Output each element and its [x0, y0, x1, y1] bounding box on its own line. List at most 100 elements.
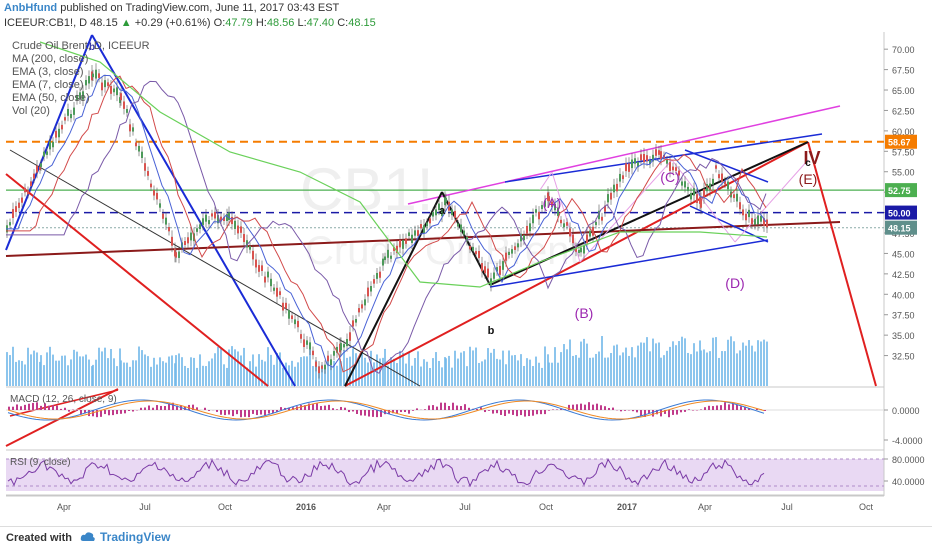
candle-body	[718, 174, 720, 178]
volume-bar	[396, 363, 398, 386]
publish-info: published on TradingView.com, June 11, 2…	[60, 2, 339, 14]
volume-bar	[663, 355, 665, 386]
volume-bar	[208, 361, 210, 386]
candle-body	[578, 250, 580, 253]
volume-bar	[306, 356, 308, 386]
author-link[interactable]: AnbHfund	[4, 2, 57, 14]
legend-ema3[interactable]: EMA (3, close)	[12, 66, 150, 79]
tradingview-logo[interactable]: TradingView	[80, 530, 170, 544]
candle-body	[687, 187, 689, 191]
macd-hist-bar	[216, 410, 218, 412]
macd-hist-bar	[76, 410, 78, 411]
macd-hist-bar	[620, 410, 622, 411]
volume-bar	[598, 352, 600, 386]
macd-hist-bar	[516, 410, 518, 416]
candle-body	[696, 194, 698, 203]
time-tick-label: Jul	[459, 502, 471, 512]
macd-hist-bar	[512, 410, 514, 415]
candle-body	[52, 142, 54, 147]
volume-bar	[669, 347, 671, 386]
volume-bar	[718, 358, 720, 386]
volume-bar	[712, 338, 714, 386]
volume-bar	[18, 360, 20, 386]
candle-body	[538, 212, 540, 219]
macd-hist-bar	[260, 410, 262, 415]
candle-body	[352, 320, 354, 326]
legend-ema7[interactable]: EMA (7, close)	[12, 79, 150, 92]
volume-bar	[55, 361, 57, 386]
candle-body	[583, 246, 585, 254]
volume-bar	[548, 363, 550, 386]
macd-hist-bar	[448, 406, 450, 410]
candle-body	[405, 238, 407, 244]
legend-ema50[interactable]: EMA (50, close)	[12, 92, 150, 105]
volume-bar	[687, 353, 689, 386]
macd-hist-bar	[708, 406, 710, 410]
candle-body	[208, 220, 210, 224]
macd-hist-bar	[688, 409, 690, 410]
candle-body	[373, 279, 375, 283]
macd-hist-bar	[508, 410, 510, 414]
legend-ma200[interactable]: MA (200, close)	[12, 53, 150, 66]
low-value: 47.40	[307, 17, 335, 29]
rsi-label[interactable]: RSI (9, close)	[10, 457, 71, 468]
candle-body	[258, 265, 260, 272]
candle-body	[505, 253, 507, 261]
volume-bar	[116, 366, 118, 386]
volume-bar	[336, 366, 338, 386]
volume-bar	[52, 355, 54, 386]
candle-body	[754, 219, 756, 225]
volume-bar	[135, 360, 137, 386]
candle-body	[355, 319, 357, 323]
volume-bar	[460, 353, 462, 386]
candle-body	[610, 193, 612, 200]
candle-body	[529, 223, 531, 231]
volume-bar	[538, 363, 540, 386]
volume-bar	[349, 357, 351, 386]
macd-hist-bar	[160, 406, 162, 410]
candle-body	[508, 252, 510, 255]
candle-body	[757, 216, 759, 225]
candle-body	[129, 124, 131, 131]
candle-body	[660, 151, 662, 159]
macd-hist-bar	[152, 408, 154, 410]
volume-bar	[147, 356, 149, 386]
volume-bar	[763, 340, 765, 386]
volume-bar	[566, 349, 568, 386]
open-value: 47.79	[225, 17, 253, 29]
volume-bar	[541, 368, 543, 386]
candle-body	[249, 246, 251, 250]
price-tick-label: 35.00	[892, 331, 915, 341]
time-tick-label: Apr	[698, 502, 712, 512]
legend-volume[interactable]: Vol (20)	[12, 105, 150, 118]
candle-body	[532, 215, 534, 224]
volume-bar	[312, 366, 314, 386]
volume-bar	[634, 357, 636, 386]
volume-bar	[46, 352, 48, 386]
volume-bar	[393, 359, 395, 386]
volume-bar	[690, 354, 692, 386]
volume-bar	[187, 368, 189, 386]
candle-body	[36, 166, 38, 173]
candle-body	[607, 194, 609, 202]
volume-bar	[184, 366, 186, 386]
macd-hist-bar	[536, 410, 538, 414]
macd-hist-bar	[640, 410, 642, 416]
chart-legend: Crude Oil Brent, D, ICEEUR MA (200, clos…	[12, 40, 150, 118]
candle-body	[463, 231, 465, 235]
volume-bar	[557, 363, 559, 386]
macd-label[interactable]: MACD (12, 26, close, 9)	[10, 394, 117, 405]
macd-hist-bar	[412, 410, 414, 411]
candle-body	[49, 141, 51, 149]
volume-bar	[672, 341, 674, 386]
volume-bar	[432, 358, 434, 386]
candle-body	[12, 209, 14, 218]
volume-bar	[199, 354, 201, 386]
macd-hist-bar	[20, 406, 22, 410]
volume-bar	[435, 352, 437, 386]
symbol-price: ICEEUR:CB1!, D 48.15	[4, 17, 118, 29]
legend-symbol[interactable]: Crude Oil Brent, D, ICEEUR	[12, 40, 150, 53]
macd-hist-bar	[132, 410, 134, 412]
macd-hist-bar	[164, 406, 166, 410]
candle-body	[261, 265, 263, 271]
